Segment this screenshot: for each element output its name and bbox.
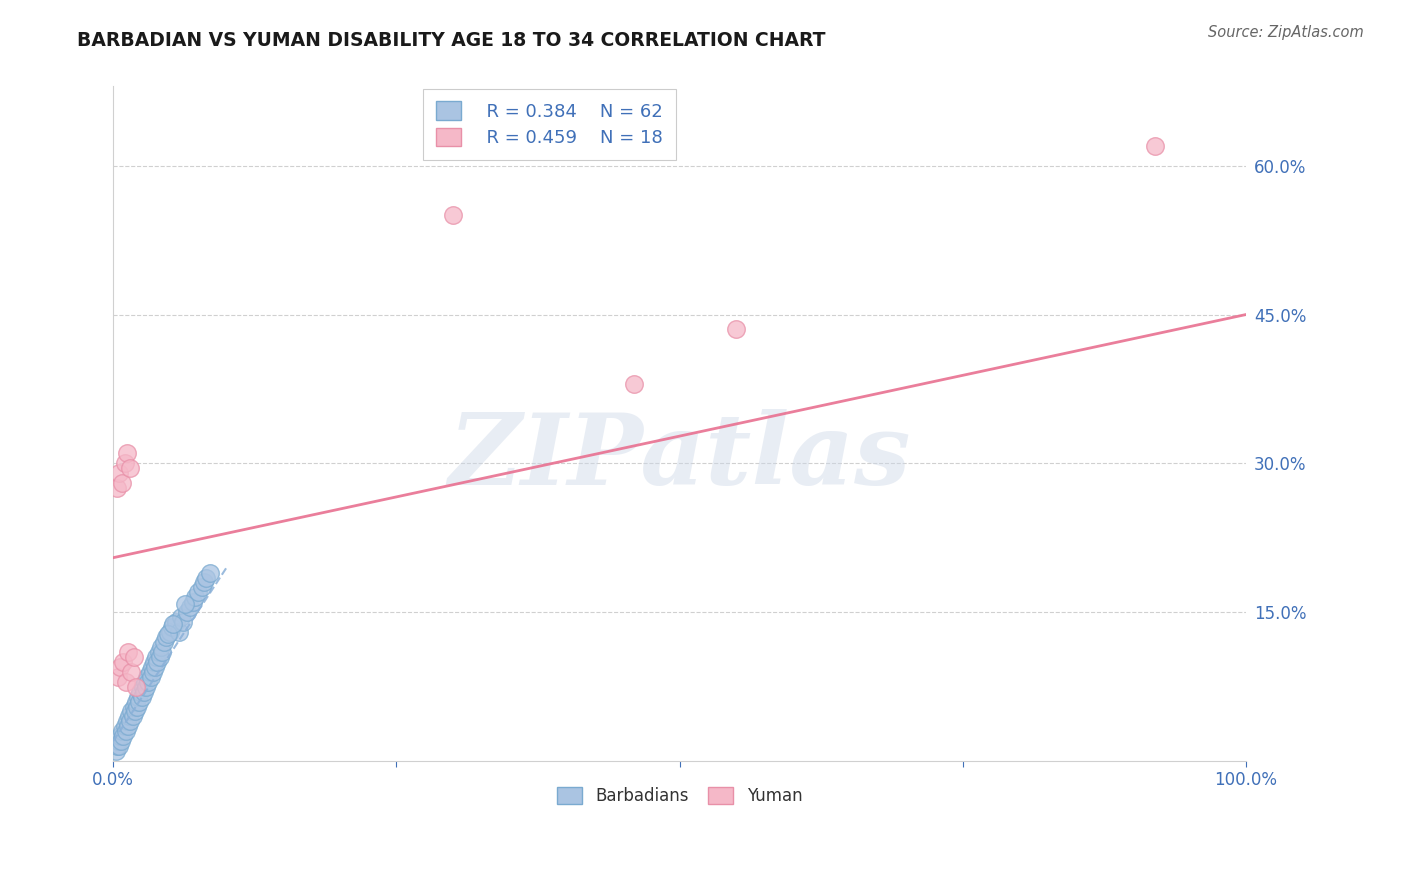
Point	[114, 724, 136, 739]
Point	[190, 581, 212, 595]
Point	[115, 714, 138, 729]
Point	[149, 649, 172, 664]
Point	[129, 684, 152, 698]
Point	[165, 615, 187, 629]
Point	[173, 597, 195, 611]
Point	[120, 714, 142, 729]
Point	[142, 665, 165, 679]
Point	[725, 322, 748, 336]
Point	[159, 625, 181, 640]
Point	[148, 645, 170, 659]
Legend: Barbadians, Yuman: Barbadians, Yuman	[548, 779, 811, 814]
Point	[136, 670, 159, 684]
Point	[112, 729, 135, 743]
Point	[176, 605, 198, 619]
Point	[120, 665, 142, 679]
Point	[195, 570, 218, 584]
Point	[150, 645, 173, 659]
Point	[125, 699, 148, 714]
Point	[108, 729, 131, 743]
Point	[170, 610, 193, 624]
Point	[114, 719, 136, 733]
Text: ZIPatlas: ZIPatlas	[449, 409, 911, 506]
Point	[138, 674, 160, 689]
Point	[117, 719, 139, 733]
Point	[128, 694, 150, 708]
Point	[105, 481, 128, 495]
Point	[122, 699, 145, 714]
Point	[117, 645, 139, 659]
Point	[120, 705, 142, 719]
Point	[114, 674, 136, 689]
Point	[125, 680, 148, 694]
Point	[114, 457, 136, 471]
Point	[122, 649, 145, 664]
Point	[108, 660, 131, 674]
Point	[138, 665, 160, 679]
Point	[153, 635, 176, 649]
Point	[156, 627, 179, 641]
Point	[111, 476, 134, 491]
Point	[1144, 139, 1167, 153]
Point	[181, 595, 204, 609]
Point	[198, 566, 221, 580]
Point	[160, 620, 183, 634]
Point	[127, 690, 149, 704]
Point	[143, 655, 166, 669]
Point	[108, 467, 131, 481]
Point	[162, 617, 184, 632]
Point	[143, 660, 166, 674]
Point	[125, 694, 148, 708]
Text: BARBADIAN VS YUMAN DISABILITY AGE 18 TO 34 CORRELATION CHART: BARBADIAN VS YUMAN DISABILITY AGE 18 TO …	[77, 31, 825, 50]
Point	[149, 640, 172, 654]
Point	[623, 377, 645, 392]
Point	[441, 208, 464, 222]
Point	[135, 680, 157, 694]
Point	[139, 670, 162, 684]
Point	[155, 630, 177, 644]
Point	[111, 724, 134, 739]
Point	[115, 446, 138, 460]
Point	[110, 734, 132, 748]
Point	[120, 461, 142, 475]
Point	[124, 705, 146, 719]
Point	[107, 734, 129, 748]
Point	[107, 670, 129, 684]
Point	[145, 649, 167, 664]
Point	[173, 615, 195, 629]
Text: Source: ZipAtlas.com: Source: ZipAtlas.com	[1208, 25, 1364, 40]
Point	[167, 625, 190, 640]
Point	[193, 575, 215, 590]
Point	[187, 585, 209, 599]
Point	[146, 655, 169, 669]
Point	[112, 655, 135, 669]
Point	[132, 684, 155, 698]
Point	[118, 709, 141, 723]
Point	[184, 591, 207, 605]
Point	[108, 739, 131, 754]
Point	[132, 680, 155, 694]
Point	[104, 744, 127, 758]
Point	[179, 600, 201, 615]
Point	[121, 709, 143, 723]
Point	[134, 674, 156, 689]
Point	[131, 690, 153, 704]
Point	[141, 660, 163, 674]
Point	[105, 739, 128, 754]
